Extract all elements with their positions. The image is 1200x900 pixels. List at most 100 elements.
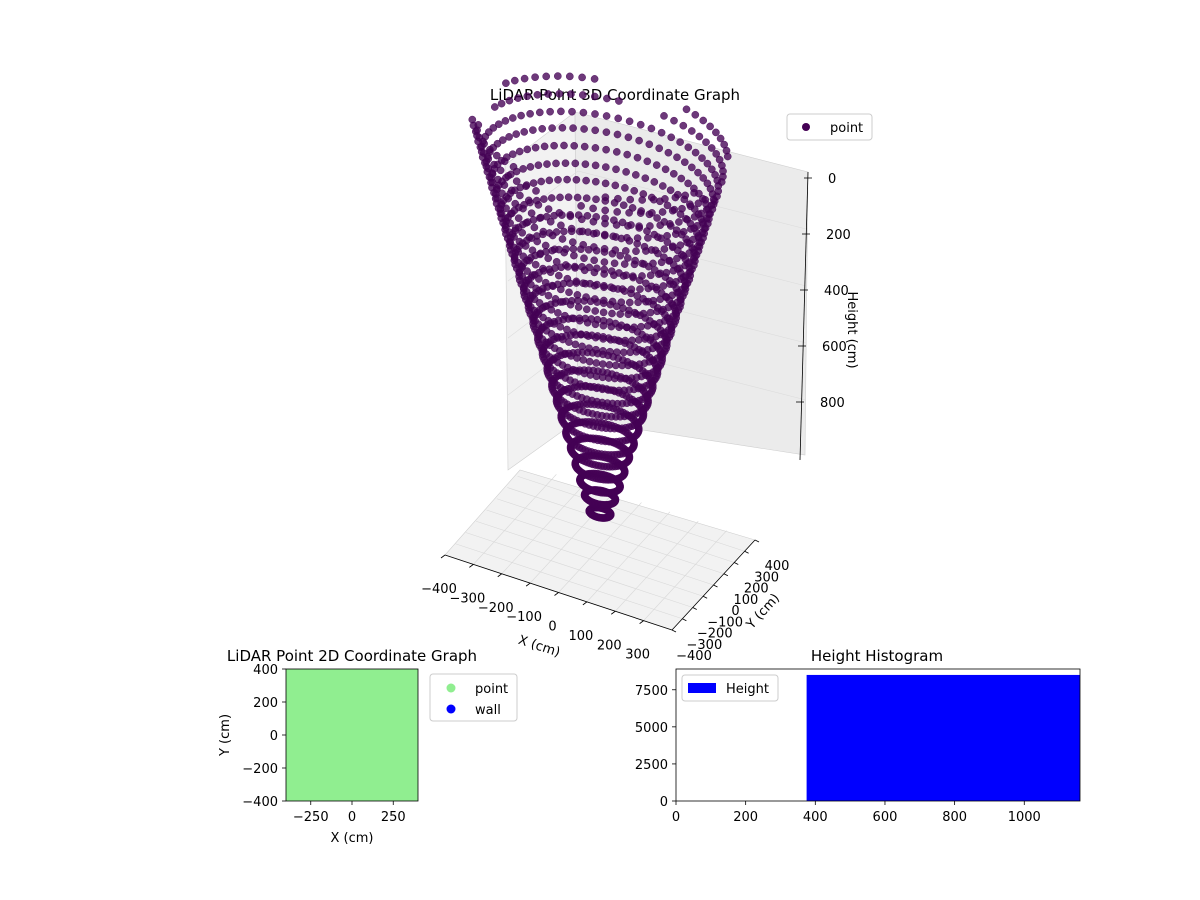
point-marker [536, 108, 544, 117]
point-marker [525, 256, 534, 265]
x-tick-3d [582, 601, 588, 606]
histogram-bar [806, 674, 1080, 801]
point-marker [471, 127, 480, 136]
point-marker [690, 245, 698, 254]
point-marker [686, 202, 695, 211]
point-marker [533, 91, 542, 99]
point-marker [668, 206, 677, 215]
point-marker [567, 224, 576, 233]
point-marker [591, 295, 599, 303]
x-tick-3d [469, 564, 474, 568]
point-marker [511, 199, 520, 208]
grid-line-3d [577, 284, 807, 344]
point-marker [614, 114, 623, 123]
point-marker [504, 194, 513, 203]
point-marker [591, 92, 599, 101]
point-marker [514, 248, 523, 256]
x-tick-label-3d: 200 [597, 638, 622, 653]
point-marker [686, 258, 694, 267]
point-marker [648, 378, 656, 387]
x-tick-label-hist: 800 [942, 810, 967, 825]
point-marker [550, 320, 558, 328]
point-marker [578, 342, 586, 351]
point-marker [582, 194, 591, 202]
point-marker [505, 96, 514, 105]
point-marker [592, 345, 600, 354]
point-marker [573, 354, 581, 362]
point-marker [694, 199, 703, 208]
point-marker [625, 208, 633, 217]
point-marker [565, 338, 573, 346]
point-marker [496, 166, 505, 175]
point-marker [643, 392, 652, 401]
point-marker [698, 154, 706, 162]
y-tick-label-2d: −400 [242, 795, 278, 810]
legend-point-label: point [475, 682, 508, 697]
point-marker [657, 258, 666, 267]
point-marker [511, 224, 520, 232]
point-marker [534, 201, 543, 209]
point-marker [580, 254, 588, 263]
point-marker [532, 187, 540, 195]
point-marker [571, 159, 580, 168]
point-marker [544, 291, 553, 300]
point-marker [635, 222, 643, 230]
point-marker [515, 237, 524, 246]
point-marker [541, 241, 550, 250]
point-marker [626, 195, 635, 204]
grid-line-3d [507, 487, 735, 563]
point-marker [603, 94, 611, 103]
y-axis-2d-label: Y (cm) [218, 714, 233, 757]
point-marker [622, 458, 631, 467]
point-marker [577, 330, 585, 339]
point-marker [629, 272, 637, 281]
x-axis-3d-label: X (cm) [516, 633, 562, 661]
point-marker [520, 128, 529, 136]
point-marker [644, 234, 652, 242]
z-axis-3d-label: Height (cm) [844, 291, 859, 368]
point-marker [600, 270, 609, 278]
x-tick-label-hist: 200 [733, 810, 758, 825]
point-marker [519, 204, 527, 213]
point-marker [651, 246, 660, 255]
point-marker [601, 231, 609, 240]
point-marker [666, 220, 674, 228]
z-tick-label-3d: 200 [826, 228, 851, 243]
point-marker [613, 130, 622, 139]
point-marker [703, 159, 712, 168]
point-marker [545, 176, 554, 185]
point-marker [531, 260, 540, 269]
point-marker [531, 73, 539, 81]
point-marker [647, 124, 656, 133]
point-marker [475, 133, 484, 142]
point-marker [506, 219, 514, 227]
grid-line-3d [577, 170, 807, 230]
point-marker [502, 79, 510, 87]
point-marker [585, 344, 593, 353]
point-marker [492, 151, 501, 160]
point-marker [681, 158, 689, 166]
histogram-chart: Height Histogram 0 200 400 600 800 1000 0 2500… [635, 647, 1081, 825]
point-marker [643, 157, 652, 166]
point-marker [576, 316, 584, 325]
point-marker [579, 356, 588, 364]
point-marker [540, 195, 548, 203]
legend-2d: point wall [429, 673, 518, 722]
point-marker [558, 235, 567, 243]
grid-line-3d [496, 498, 724, 575]
y-ticks-hist: 0 2500 5000 7500 [635, 684, 676, 810]
point-marker [602, 145, 610, 154]
point-marker [675, 218, 683, 226]
point-marker [563, 175, 571, 184]
point-marker [607, 322, 616, 331]
point-marker [611, 246, 620, 254]
point-marker [683, 238, 692, 247]
point-marker [573, 193, 582, 202]
point-marker [657, 128, 666, 137]
point-marker [580, 142, 589, 151]
histogram-bars [806, 674, 1080, 801]
y-tick-3d [671, 629, 677, 633]
point-marker [619, 272, 628, 280]
point-marker [636, 209, 645, 217]
